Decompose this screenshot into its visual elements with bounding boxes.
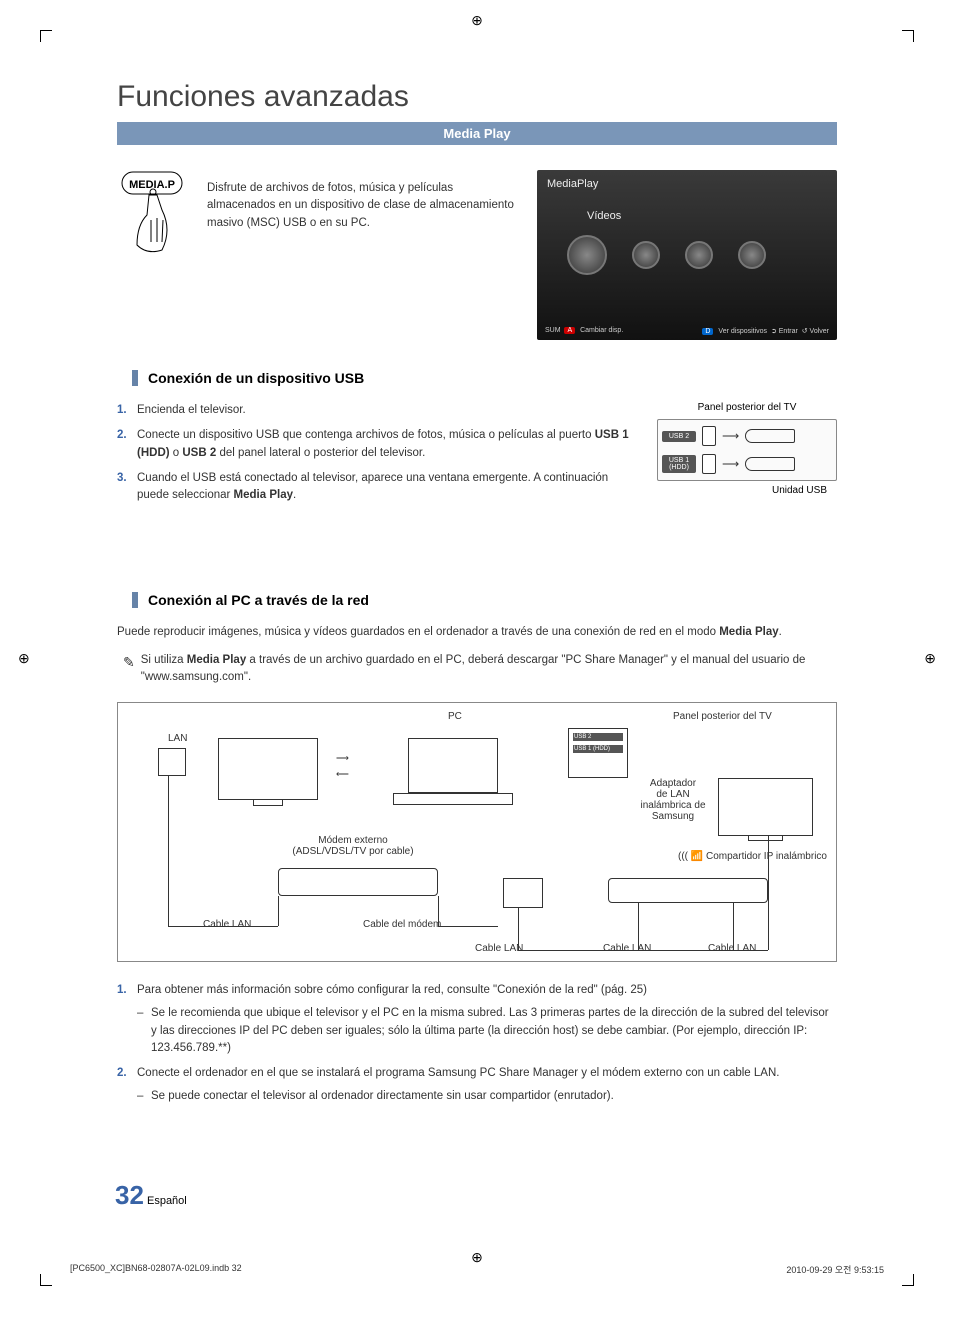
mediaplay-screenshot: MediaPlay Vídeos SUM A Cambiar disp. D (537, 170, 837, 340)
crop-mark (40, 30, 52, 42)
registration-mark: ⊕ (18, 650, 30, 667)
remote-illustration: MEDIA.P (117, 170, 187, 265)
reel-icon (632, 241, 660, 269)
registration-mark: ⊕ (471, 12, 483, 29)
mp-category: Vídeos (587, 210, 621, 222)
rear-panel-figure: Panel posterior del TV USB 2 ⟶ USB 1 (HD… (657, 402, 837, 512)
reel-icon (685, 241, 713, 269)
reel-icon (567, 235, 607, 275)
body-text: Puede reproducir imágenes, música y víde… (117, 624, 837, 641)
footer-date: 2010-09-29 오전 9:53:15 (786, 1263, 884, 1276)
registration-mark: ⊕ (924, 650, 936, 667)
step-item: 3. Cuando el USB está conectado al telev… (117, 470, 637, 505)
section-heading-pc: Conexión al PC a través de la red (132, 592, 837, 608)
step-item: 2. Conecte un dispositivo USB que conten… (117, 427, 637, 462)
section-heading-usb: Conexión de un dispositivo USB (132, 370, 837, 386)
crop-mark (902, 30, 914, 42)
intro-text: Disfrute de archivos de fotos, música y … (207, 170, 517, 232)
network-diagram: LAN PC Panel posterior del TV ⟶ ⟵ USB 2 … (117, 702, 837, 962)
mp-footer-right: D Ver dispositivos ➲ Entrar ↺ Volver (702, 327, 829, 335)
step-item: 1. Para obtener más información sobre có… (117, 982, 837, 1057)
footer-file: [PC6500_XC]BN68-02807A-02L09.indb 32 (70, 1263, 242, 1276)
note-icon: ✎ (123, 652, 135, 687)
section-bar: Media Play (117, 122, 837, 145)
note: ✎ Si utiliza Media Play a través de un a… (117, 652, 837, 687)
step-item: 1. Encienda el televisor. (117, 402, 637, 419)
mp-footer-left: SUM A Cambiar disp. (545, 327, 623, 335)
reel-icon (738, 241, 766, 269)
page-title: Funciones avanzadas (117, 80, 837, 114)
mp-title: MediaPlay (547, 178, 598, 190)
step-item: 2. Conecte el ordenador en el que se ins… (117, 1065, 837, 1106)
page-number: 32 Español (115, 1180, 187, 1211)
